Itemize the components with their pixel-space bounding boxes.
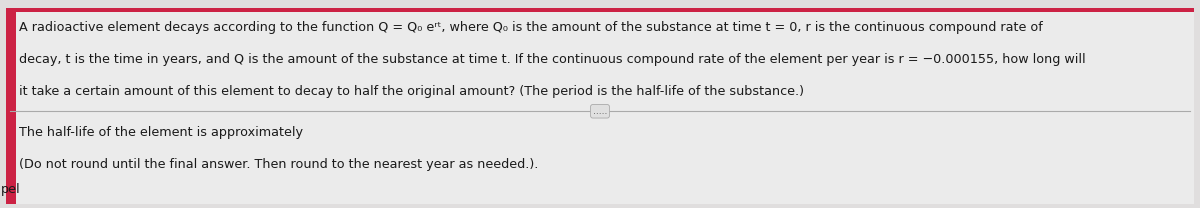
Bar xyxy=(6,12,16,204)
Text: (Do not round until the final answer. Then round to the nearest year as needed.): (Do not round until the final answer. Th… xyxy=(19,158,539,171)
Text: decay, t is the time in years, and Q is the amount of the substance at time t. I: decay, t is the time in years, and Q is … xyxy=(19,53,1086,66)
Bar xyxy=(6,8,1194,12)
Text: pel: pel xyxy=(1,183,20,196)
Text: A radioactive element decays according to the function Q = Q₀ eʳᵗ, where Q₀ is t: A radioactive element decays according t… xyxy=(19,21,1043,34)
Text: it take a certain amount of this element to decay to half the original amount? (: it take a certain amount of this element… xyxy=(19,85,804,98)
Text: The half-life of the element is approximately: The half-life of the element is approxim… xyxy=(19,126,307,139)
Text: .....: ..... xyxy=(593,107,607,116)
